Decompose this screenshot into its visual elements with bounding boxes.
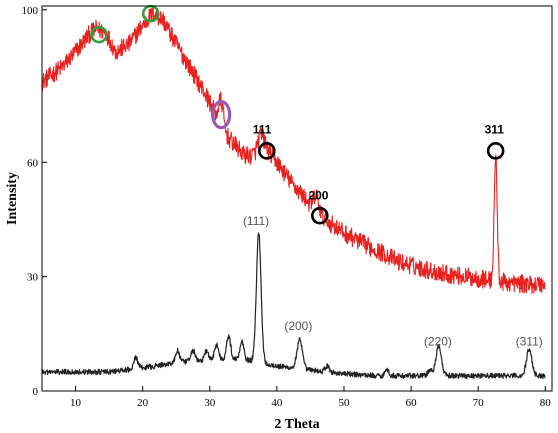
peak-label-6: (220) xyxy=(424,334,452,348)
peak-label-1: 111 xyxy=(253,123,272,137)
peak-label-3: 311 xyxy=(485,123,505,137)
peak-label-2: 200 xyxy=(308,188,328,202)
y-axis-title: Intensity xyxy=(5,172,20,225)
x-tick-label: 20 xyxy=(137,397,149,409)
peak-marker-4 xyxy=(258,142,276,160)
series-line-1 xyxy=(41,5,546,294)
x-tick-label: 80 xyxy=(540,397,552,409)
axis-layer: 10 20 30 40 50 60 70 80 0 30 60 100 xyxy=(22,5,553,409)
y-tick-label: 0 xyxy=(33,386,39,398)
series-line-2 xyxy=(41,232,546,379)
x-tick-label: 60 xyxy=(406,397,418,409)
x-axis-title: 2 Theta xyxy=(274,417,319,432)
x-tick-label: 50 xyxy=(338,397,350,409)
annotation-layer: 111 200 311 (111) (200) (220) (311) xyxy=(243,123,543,349)
peak-label-4: (111) xyxy=(243,214,269,228)
x-tick-label: 70 xyxy=(473,397,485,409)
x-tick-label: 30 xyxy=(204,397,216,409)
peak-marker-1 xyxy=(90,25,108,44)
peak-marker-6 xyxy=(486,142,505,160)
series-layer xyxy=(41,5,546,379)
plot-frame xyxy=(41,5,553,392)
y-tick-label: 60 xyxy=(27,157,39,169)
peak-marker-5 xyxy=(311,206,329,225)
y-tick-label: 100 xyxy=(22,5,39,17)
peak-label-7: (311) xyxy=(516,334,543,348)
peak-label-5: (200) xyxy=(284,319,312,333)
peak-marker-3 xyxy=(211,100,232,130)
x-tick-label: 10 xyxy=(70,397,82,409)
y-tick-label: 30 xyxy=(27,272,39,284)
x-tick-label: 40 xyxy=(271,397,283,409)
